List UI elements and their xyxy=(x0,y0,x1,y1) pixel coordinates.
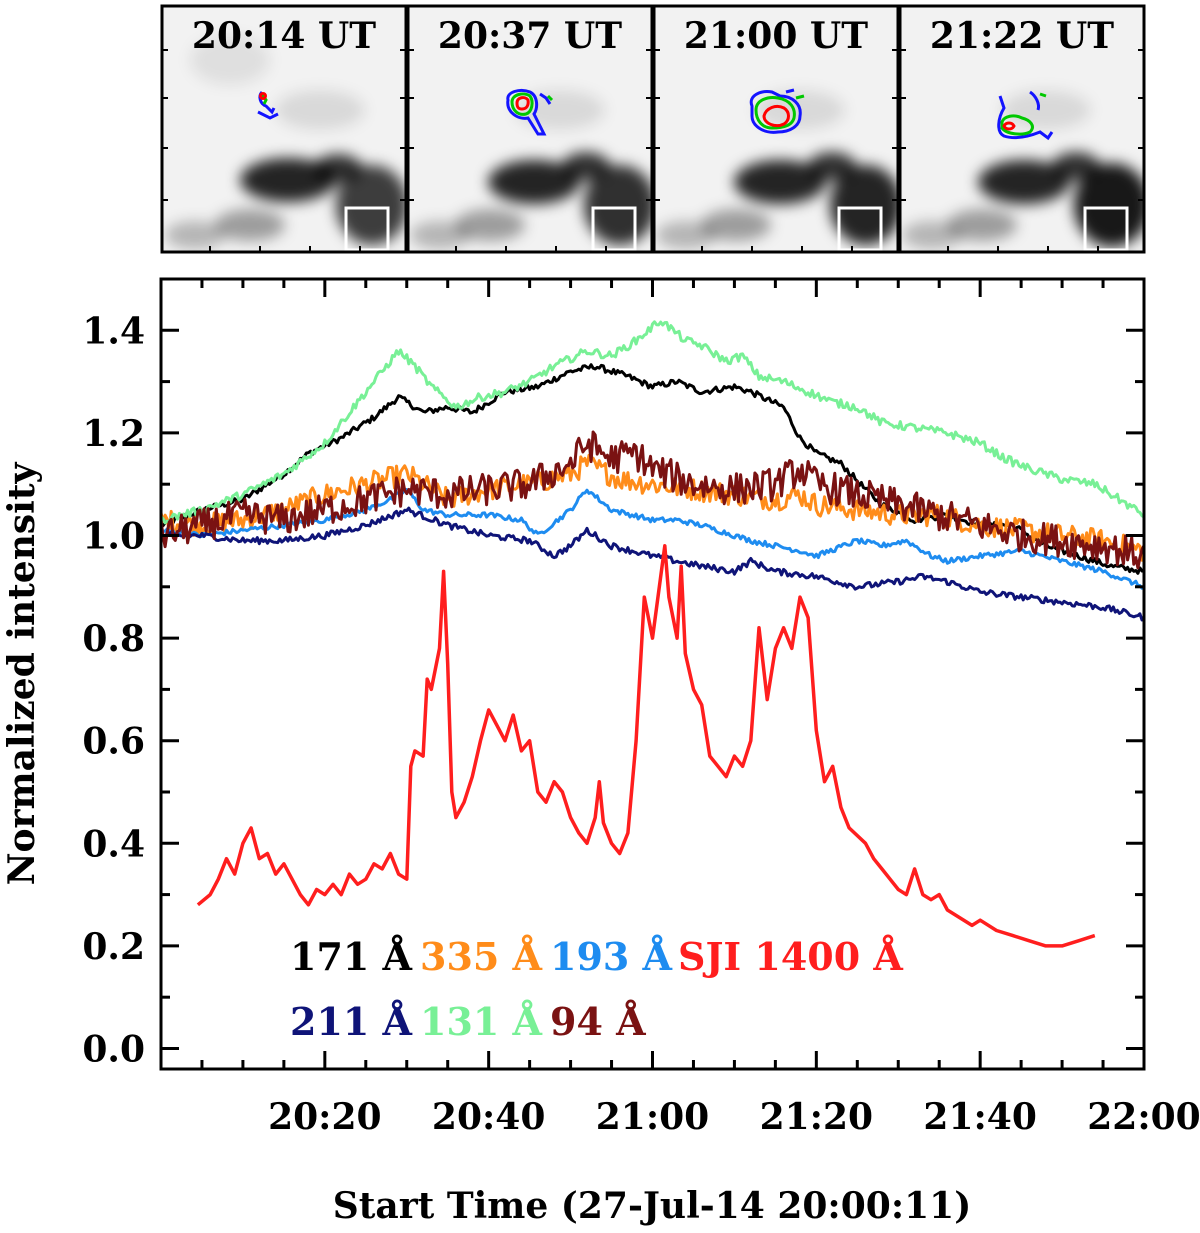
x-tick-label: 22:00 xyxy=(1087,1096,1200,1138)
x-tick-label: 21:20 xyxy=(760,1096,873,1138)
panel-time-label: 20:14 UT xyxy=(192,15,376,57)
series-line-sji-1400 xyxy=(196,544,1096,948)
image-panel-3: 21:00 UT xyxy=(652,4,900,254)
contours xyxy=(257,90,279,120)
legend-item-211: 211 Å xyxy=(290,999,413,1044)
legend-item-171: 171 Å xyxy=(290,934,413,979)
contours xyxy=(749,88,805,134)
series-line-94 xyxy=(159,430,1146,570)
y-tick-label: 0.2 xyxy=(82,926,145,968)
x-tick-label: 21:40 xyxy=(923,1096,1036,1138)
series-line-131 xyxy=(159,320,1145,525)
y-tick-label: 1.0 xyxy=(82,515,145,557)
contours xyxy=(997,90,1054,141)
image-panel-2: 20:37 UT xyxy=(406,4,654,254)
y-tick-label: 0.6 xyxy=(82,721,145,763)
legend-item-335: 335 Å xyxy=(420,934,543,979)
series-line-193 xyxy=(160,487,1146,590)
legend-item-94: 94 Å xyxy=(550,999,646,1044)
panel-time-label: 20:37 UT xyxy=(438,15,622,57)
y-tick-label: 0.0 xyxy=(82,1028,145,1070)
y-tick-label: 0.4 xyxy=(82,823,145,865)
y-tick-label: 0.8 xyxy=(82,618,145,660)
x-tick-label: 20:40 xyxy=(432,1096,545,1138)
legend-item-sji-1400: SJI 1400 Å xyxy=(678,934,903,979)
legend-item-131: 131 Å xyxy=(420,999,543,1044)
image-panels: 20:14 UT xyxy=(160,4,1146,254)
series-line-211 xyxy=(160,506,1146,622)
image-panel-1: 20:14 UT xyxy=(160,4,408,254)
legend: 171 Å 335 Å 193 Å SJI 1400 Å 211 Å 131 Å 94 Å xyxy=(290,934,903,1044)
contours xyxy=(506,88,554,136)
series-layer xyxy=(159,320,1146,948)
line-chart: 20:20 20:40 21:00 21:20 21:40 22:00 0.0 0.2 0.4 0… xyxy=(1,277,1200,1227)
x-axis-label: Start Time (27-Jul-14 20:00:11) xyxy=(333,1185,972,1227)
x-tick-label: 21:00 xyxy=(596,1096,709,1138)
image-panel-4: 21:22 UT xyxy=(898,4,1146,254)
reference-box xyxy=(591,206,637,252)
y-tick-label: 1.2 xyxy=(82,413,145,455)
legend-item-193: 193 Å xyxy=(550,934,673,979)
panel-time-label: 21:00 UT xyxy=(684,15,868,57)
tick-layer: 20:20 20:40 21:00 21:20 21:40 22:00 0.0 0.2 0.4 0… xyxy=(82,279,1200,1138)
reference-box xyxy=(1083,206,1129,252)
panel-time-label: 21:22 UT xyxy=(930,15,1114,57)
y-tick-label: 1.4 xyxy=(82,310,145,352)
reference-box xyxy=(837,206,883,252)
y-axis-label: Normalized intensity xyxy=(1,462,43,886)
x-tick-label: 20:20 xyxy=(268,1096,381,1138)
reference-box xyxy=(344,206,390,252)
